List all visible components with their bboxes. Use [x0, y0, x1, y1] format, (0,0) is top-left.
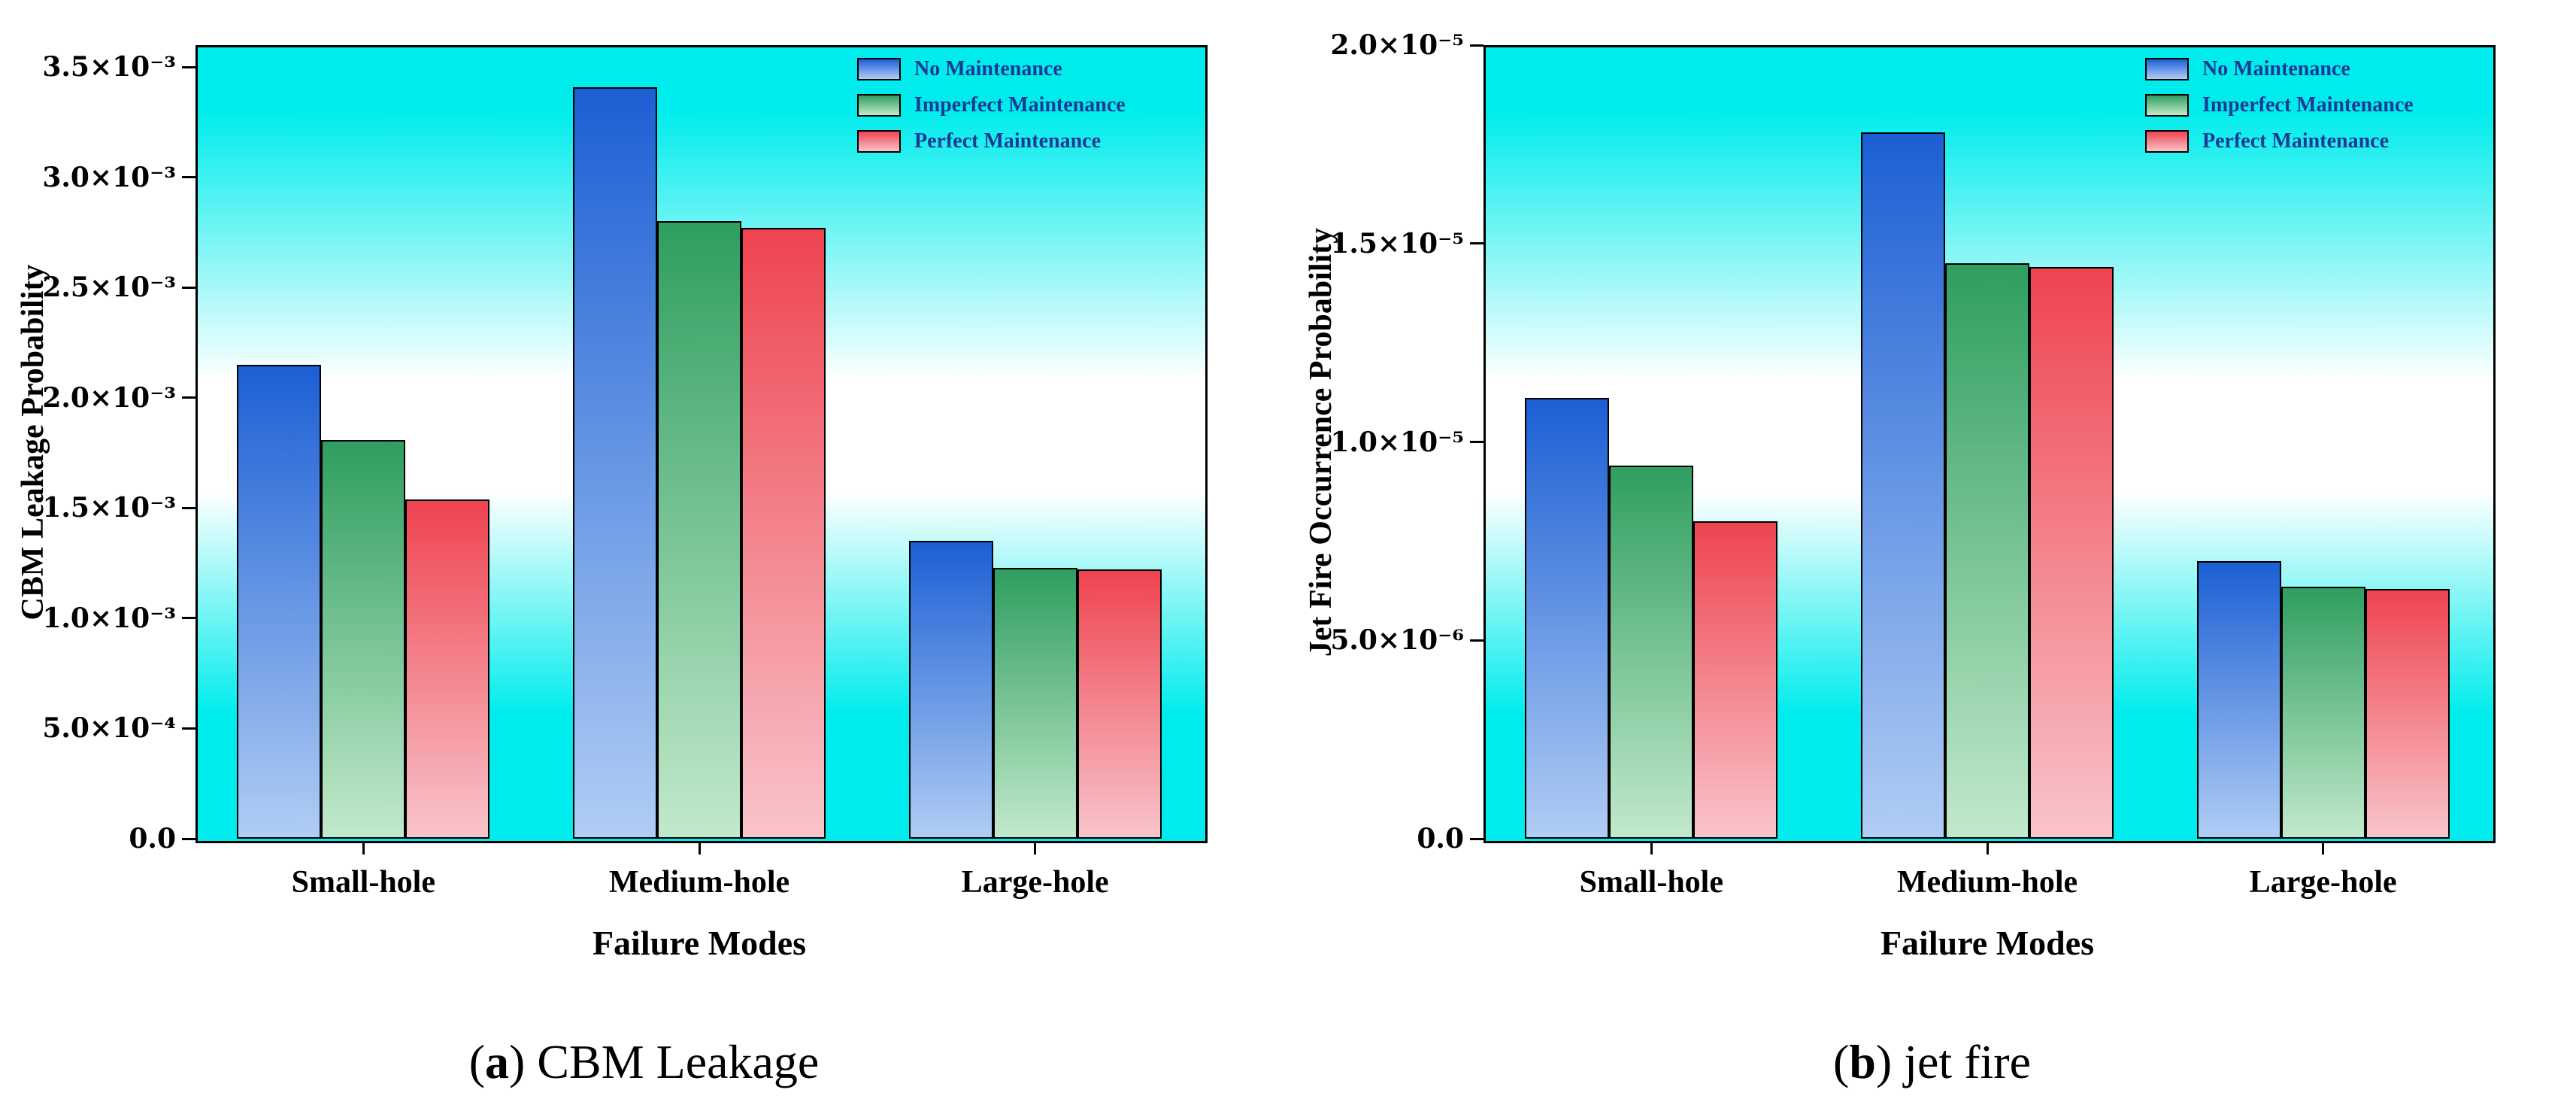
legend-item: Perfect Maintenance: [857, 129, 1126, 153]
y-tick-mark: [182, 176, 195, 179]
x-axis-title: Failure Modes: [1880, 924, 2095, 962]
legend-item: No Maintenance: [2145, 57, 2414, 81]
legend: No Maintenance Imperfect Maintenance Perfe…: [857, 57, 1126, 153]
bar: [1525, 398, 1610, 839]
panel-cbm-leakage: 0.0 5.0×10⁻⁴ 1.0×10⁻³ 1.5×10⁻³ 2.0×10⁻³ 2.5×1…: [0, 0, 1288, 1090]
caption-b: (b) jet fire: [1288, 1034, 2576, 1090]
y-tick-label: 2.0×10⁻⁵: [1330, 29, 1464, 61]
x-axis-title: Failure Modes: [592, 924, 807, 962]
legend-item: Perfect Maintenance: [2145, 129, 2414, 153]
y-tick-label: 2.5×10⁻³: [42, 272, 176, 304]
bar: [1861, 132, 1945, 839]
x-category-label: Small-hole: [291, 865, 435, 900]
legend-label: No Maintenance: [914, 57, 1062, 80]
legend-label: Imperfect Maintenance: [2202, 93, 2414, 117]
legend-label: No Maintenance: [2202, 57, 2350, 80]
bar: [1609, 466, 1694, 839]
y-tick-mark: [182, 286, 195, 289]
bar: [573, 87, 657, 839]
x-tick-mark: [698, 841, 701, 854]
x-category-label: Small-hole: [1579, 865, 1723, 900]
bar: [2029, 267, 2114, 839]
y-tick-label: 0.0: [1417, 823, 1464, 854]
bar: [1693, 521, 1778, 839]
bar-chart-cbm-leakage: 0.0 5.0×10⁻⁴ 1.0×10⁻³ 1.5×10⁻³ 2.0×10⁻³ 2.5×1…: [0, 0, 1288, 1000]
x-tick-mark: [2322, 841, 2325, 854]
legend-swatch: [857, 58, 901, 80]
bar: [657, 221, 741, 839]
bar: [741, 228, 826, 839]
legend-label: Perfect Maintenance: [914, 129, 1101, 153]
y-tick-label: 2.0×10⁻³: [42, 381, 176, 414]
bar: [2281, 587, 2365, 839]
y-axis-title: Jet Fire Occurrence Probability: [1304, 227, 1338, 657]
y-tick-label: 1.5×10⁻⁵: [1330, 227, 1464, 260]
legend-item: Imperfect Maintenance: [2145, 93, 2414, 117]
legend-swatch: [857, 94, 901, 117]
legend-item: No Maintenance: [857, 57, 1126, 81]
caption-a-prefix: (: [468, 1035, 485, 1088]
legend-label: Perfect Maintenance: [2202, 129, 2389, 153]
legend-item: Imperfect Maintenance: [857, 93, 1126, 117]
y-tick-mark: [182, 65, 195, 68]
caption-b-text: ) jet fire: [1875, 1035, 2031, 1088]
y-tick-label: 5.0×10⁻⁶: [1330, 624, 1464, 657]
y-tick-mark: [182, 727, 195, 730]
bar: [1077, 569, 1162, 839]
caption-b-prefix: (: [1833, 1035, 1850, 1088]
y-tick-label: 1.0×10⁻⁵: [1330, 426, 1464, 458]
x-category-label: Large-hole: [961, 865, 1109, 900]
x-category-label: Medium-hole: [1896, 865, 2078, 900]
legend-swatch: [2145, 58, 2189, 80]
y-tick-label: 0.0: [129, 823, 176, 854]
y-axis-title: CBM Leakage Probability: [16, 264, 50, 620]
legend: No Maintenance Imperfect Maintenance Perfe…: [2145, 57, 2414, 153]
y-tick-mark: [1470, 44, 1483, 47]
y-tick-mark: [1470, 837, 1483, 840]
bar: [321, 439, 406, 839]
y-tick-label: 1.0×10⁻³: [42, 602, 176, 634]
y-tick-label: 1.5×10⁻³: [42, 492, 176, 524]
caption-a-letter: a: [485, 1035, 509, 1088]
bar: [1945, 263, 2029, 839]
x-tick-mark: [362, 841, 365, 854]
y-tick-label: 3.5×10⁻³: [42, 51, 176, 83]
x-category-label: Medium-hole: [608, 865, 790, 900]
legend-swatch: [2145, 94, 2189, 117]
bar: [405, 499, 490, 839]
y-tick-mark: [182, 506, 195, 509]
x-tick-mark: [1650, 841, 1653, 854]
legend-swatch: [2145, 130, 2189, 153]
x-tick-mark: [1034, 841, 1037, 854]
y-tick-mark: [182, 837, 195, 840]
y-tick-mark: [182, 617, 195, 620]
bar-chart-jet-fire: 0.0 5.0×10⁻⁶ 1.0×10⁻⁵ 1.5×10⁻⁵ 2.0×10⁻⁵ Small…: [1288, 0, 2576, 1000]
panel-jet-fire: 0.0 5.0×10⁻⁶ 1.0×10⁻⁵ 1.5×10⁻⁵ 2.0×10⁻⁵ Small…: [1288, 0, 2576, 1111]
legend-label: Imperfect Maintenance: [914, 93, 1126, 117]
bar: [2365, 588, 2450, 839]
bar: [2196, 560, 2281, 839]
y-tick-mark: [1470, 242, 1483, 245]
y-tick-mark: [182, 396, 195, 399]
y-tick-mark: [1470, 441, 1483, 443]
bar: [237, 364, 322, 839]
x-category-label: Large-hole: [2249, 865, 2397, 900]
caption-b-letter: b: [1849, 1035, 1876, 1088]
caption-a: (a) CBM Leakage: [0, 1034, 1288, 1090]
y-tick-mark: [1470, 639, 1483, 642]
x-tick-mark: [1986, 841, 1989, 854]
y-tick-label: 3.0×10⁻³: [42, 161, 176, 193]
y-tick-label: 5.0×10⁻⁴: [42, 712, 176, 745]
bar: [908, 541, 993, 839]
caption-a-text: ) CBM Leakage: [509, 1035, 820, 1088]
bar: [993, 567, 1077, 839]
legend-swatch: [857, 130, 901, 153]
